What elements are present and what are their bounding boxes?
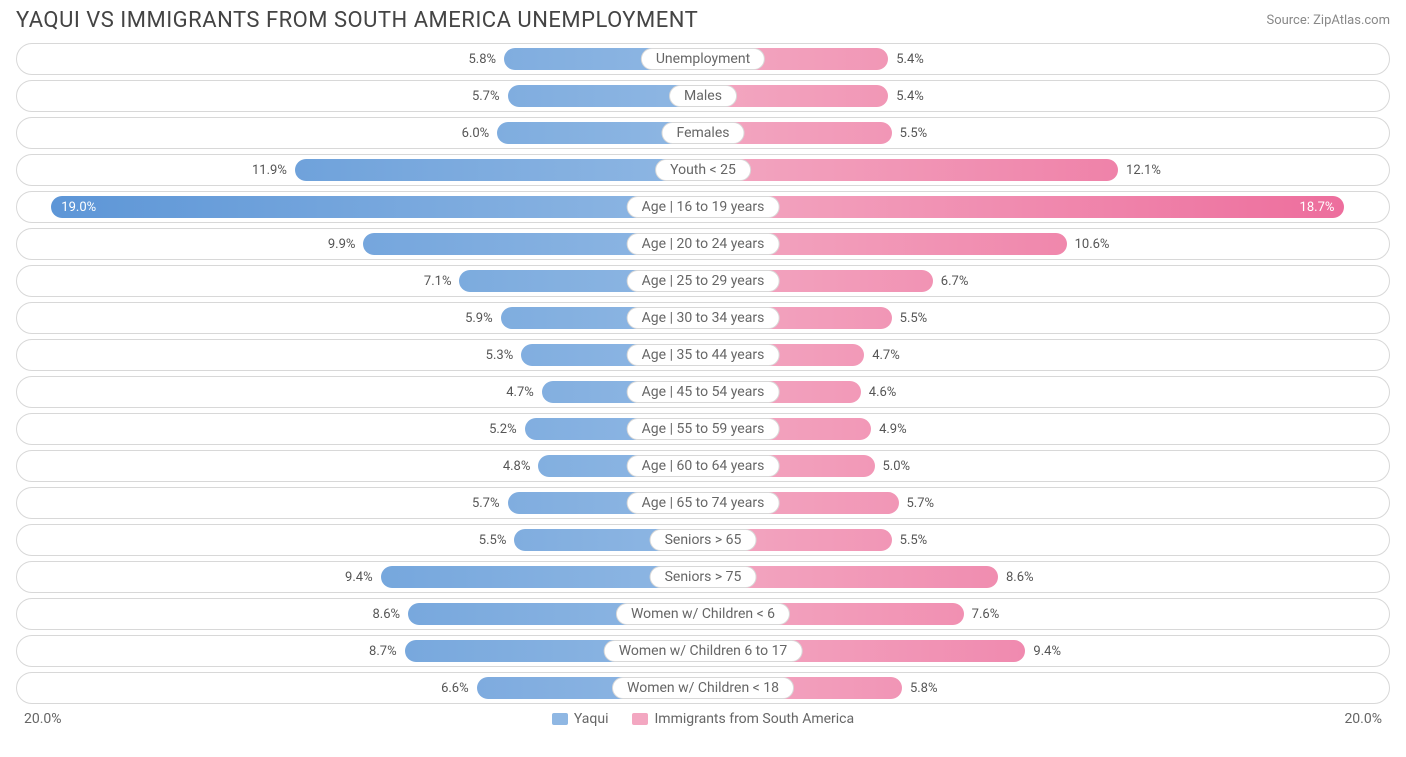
bar-left-label: 5.5%	[479, 525, 515, 555]
legend-item-right: Immigrants from South America	[632, 711, 854, 727]
bar-right-label: 5.8%	[902, 673, 938, 703]
bar-left-label: 5.3%	[486, 340, 522, 370]
bar-right-label: 4.9%	[871, 414, 907, 444]
bar-left-label: 8.6%	[372, 599, 408, 629]
bar-right-label: 4.7%	[864, 340, 900, 370]
row-category-label: Age | 60 to 64 years	[627, 455, 780, 477]
chart-row: 11.9% 12.1% Youth < 25	[16, 154, 1390, 186]
bar-right-label: 4.6%	[861, 377, 897, 407]
bar-left-label: 19.0%	[51, 192, 104, 222]
row-category-label: Youth < 25	[655, 159, 751, 181]
row-category-label: Age | 25 to 29 years	[627, 270, 780, 292]
chart-row: 5.7% 5.7% Age | 65 to 74 years	[16, 487, 1390, 519]
chart-row: 19.0% 18.7% Age | 16 to 19 years	[16, 191, 1390, 223]
chart-row: 6.0% 5.5% Females	[16, 117, 1390, 149]
chart-area: 5.8% 5.4% Unemployment 5.7% 5.4% Males 6.0% 5.5…	[0, 37, 1406, 704]
chart-row: 5.2% 4.9% Age | 55 to 59 years	[16, 413, 1390, 445]
chart-row: 5.7% 5.4% Males	[16, 80, 1390, 112]
bar-left-label: 5.7%	[472, 488, 508, 518]
bar-left-label: 7.1%	[424, 266, 460, 296]
chart-row: 8.7% 9.4% Women w/ Children 6 to 17	[16, 635, 1390, 667]
row-category-label: Age | 35 to 44 years	[627, 344, 780, 366]
row-category-label: Age | 65 to 74 years	[627, 492, 780, 514]
row-category-label: Age | 55 to 59 years	[627, 418, 780, 440]
bar-left-label: 5.2%	[489, 414, 525, 444]
bar-right-label: 5.7%	[899, 488, 935, 518]
row-category-label: Seniors > 65	[650, 529, 757, 551]
bar-left-label: 5.7%	[472, 81, 508, 111]
row-category-label: Age | 20 to 24 years	[627, 233, 780, 255]
bar-right-label: 12.1%	[1118, 155, 1161, 185]
chart-footer: 20.0% Yaqui Immigrants from South Americ…	[0, 709, 1406, 727]
bar-left-label: 5.9%	[465, 303, 501, 333]
chart-row: 5.9% 5.5% Age | 30 to 34 years	[16, 302, 1390, 334]
bar-left-label: 9.4%	[345, 562, 381, 592]
chart-source: Source: ZipAtlas.com	[1266, 13, 1390, 28]
chart-row: 5.5% 5.5% Seniors > 65	[16, 524, 1390, 556]
bar-left-label: 11.9%	[252, 155, 295, 185]
chart-row: 8.6% 7.6% Women w/ Children < 6	[16, 598, 1390, 630]
chart-row: 4.8% 5.0% Age | 60 to 64 years	[16, 450, 1390, 482]
bar-right-label: 10.6%	[1067, 229, 1110, 259]
bar-right-label: 6.7%	[933, 266, 969, 296]
bar-right-label: 5.5%	[892, 118, 928, 148]
chart-row: 9.4% 8.6% Seniors > 75	[16, 561, 1390, 593]
row-category-label: Age | 30 to 34 years	[627, 307, 780, 329]
bar-right-label: 5.0%	[875, 451, 911, 481]
row-category-label: Women w/ Children 6 to 17	[604, 640, 803, 662]
chart-row: 5.8% 5.4% Unemployment	[16, 43, 1390, 75]
legend-swatch-left	[552, 713, 568, 725]
legend-item-left: Yaqui	[552, 711, 609, 727]
row-category-label: Unemployment	[641, 48, 765, 70]
bar-left-label: 6.0%	[462, 118, 498, 148]
chart-title: YAQUI VS IMMIGRANTS FROM SOUTH AMERICA U…	[16, 8, 698, 33]
chart-row: 9.9% 10.6% Age | 20 to 24 years	[16, 228, 1390, 260]
axis-max-right: 20.0%	[1344, 711, 1382, 727]
row-category-label: Women w/ Children < 18	[612, 677, 794, 699]
chart-header: YAQUI VS IMMIGRANTS FROM SOUTH AMERICA U…	[0, 0, 1406, 37]
row-category-label: Females	[662, 122, 745, 144]
bar-right-label: 5.5%	[892, 525, 928, 555]
chart-row: 7.1% 6.7% Age | 25 to 29 years	[16, 265, 1390, 297]
row-category-label: Age | 16 to 19 years	[627, 196, 780, 218]
bar-left-label: 8.7%	[369, 636, 405, 666]
bar-right	[703, 159, 1118, 181]
bar-left	[51, 196, 703, 218]
bar-left-label: 5.8%	[469, 44, 505, 74]
row-category-label: Males	[669, 85, 737, 107]
bar-left-label: 9.9%	[328, 229, 364, 259]
bar-right-label: 5.4%	[888, 81, 924, 111]
bar-left	[295, 159, 703, 181]
row-category-label: Age | 45 to 54 years	[627, 381, 780, 403]
bar-right-label: 8.6%	[998, 562, 1034, 592]
bar-left-label: 4.8%	[503, 451, 539, 481]
legend: Yaqui Immigrants from South America	[552, 711, 854, 727]
legend-label-left: Yaqui	[574, 711, 609, 727]
bar-right	[703, 196, 1344, 218]
axis-max-left: 20.0%	[24, 711, 62, 727]
bar-right-label: 5.4%	[888, 44, 924, 74]
row-category-label: Women w/ Children < 6	[616, 603, 790, 625]
bar-right-label: 18.7%	[1292, 192, 1345, 222]
bar-right-label: 5.5%	[892, 303, 928, 333]
chart-row: 6.6% 5.8% Women w/ Children < 18	[16, 672, 1390, 704]
legend-label-right: Immigrants from South America	[654, 711, 854, 727]
chart-row: 4.7% 4.6% Age | 45 to 54 years	[16, 376, 1390, 408]
row-category-label: Seniors > 75	[650, 566, 757, 588]
legend-swatch-right	[632, 713, 648, 725]
chart-row: 5.3% 4.7% Age | 35 to 44 years	[16, 339, 1390, 371]
bar-right-label: 7.6%	[964, 599, 1000, 629]
bar-right-label: 9.4%	[1025, 636, 1061, 666]
bar-left-label: 4.7%	[506, 377, 542, 407]
bar-left-label: 6.6%	[441, 673, 477, 703]
